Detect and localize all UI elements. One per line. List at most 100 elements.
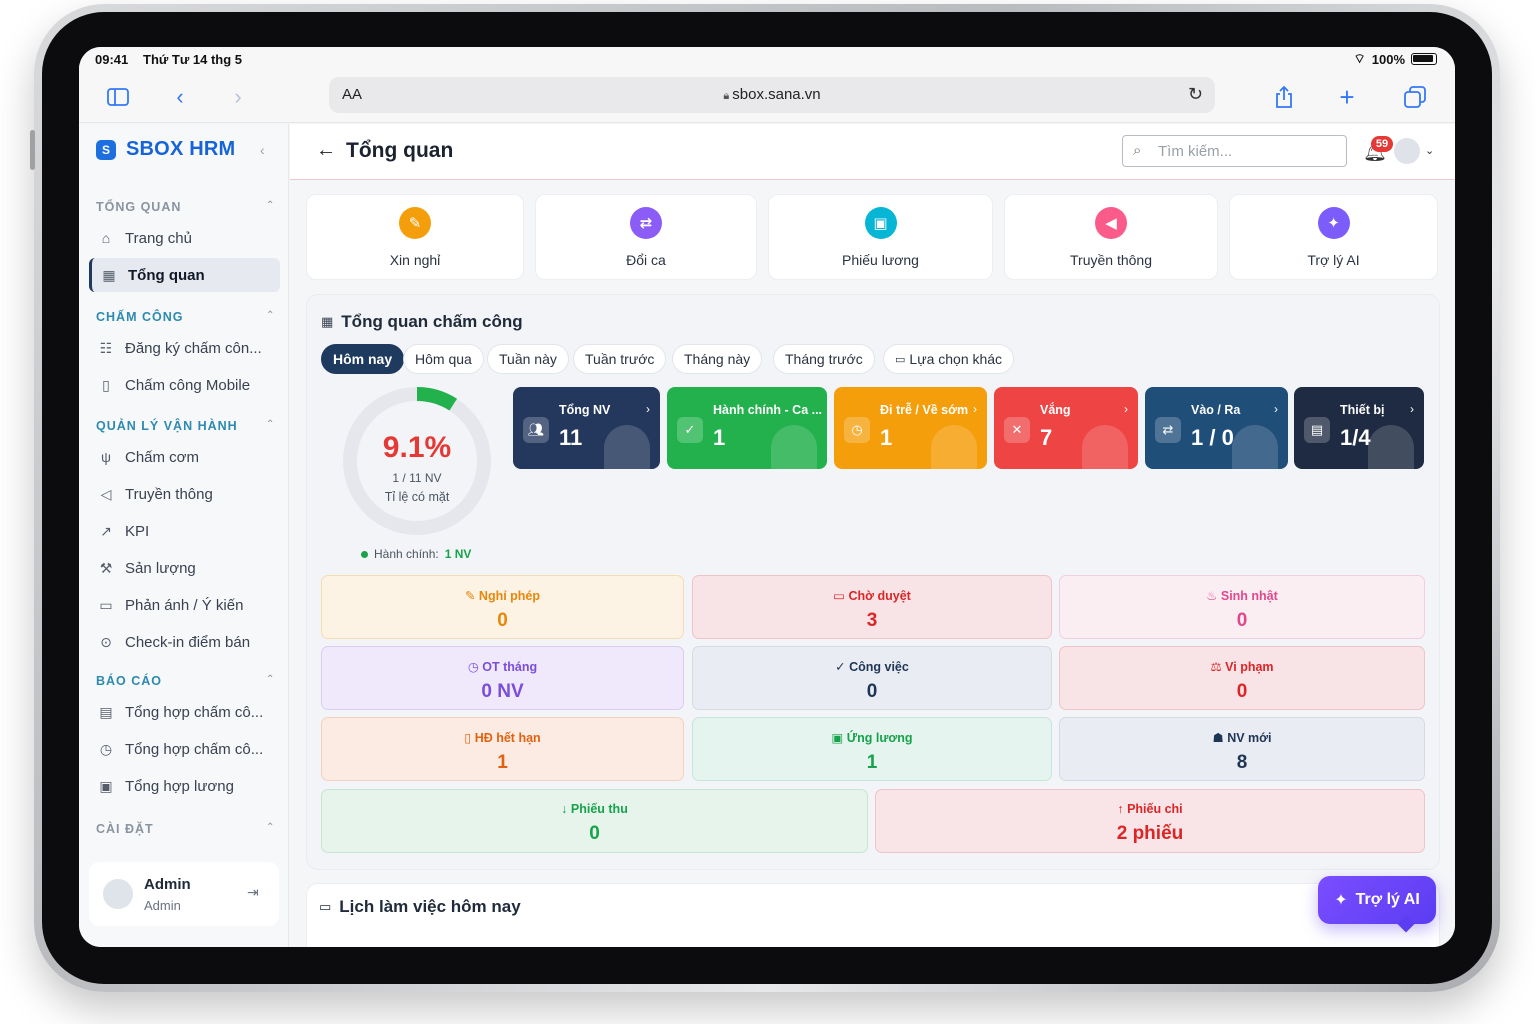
- new-tab-icon[interactable]: +: [1339, 81, 1355, 112]
- sidebar-item-tong-quan[interactable]: ▦ Tổng quan: [89, 258, 280, 292]
- stat-vang[interactable]: ✕ Vắng 7 ›: [994, 387, 1138, 469]
- chevron-up-icon: ⌃: [266, 822, 276, 833]
- tile-vi-pham[interactable]: ⚖ Vi phạm 0: [1059, 646, 1425, 710]
- stat-vao-ra[interactable]: ⇄ Vào / Ra 1 / 0 ›: [1145, 387, 1288, 469]
- sidebar-item-tong-hop-cham-cong-1[interactable]: ▤ Tổng hợp chấm cô...: [89, 695, 280, 729]
- swap-icon: ⇄: [630, 207, 662, 239]
- tile-nv-moi[interactable]: ☗ NV mới 8: [1059, 717, 1425, 781]
- forward-nav-icon[interactable]: ›: [234, 84, 242, 109]
- chevron-up-icon: ⌃: [266, 419, 276, 430]
- tile-label-text: Vi phạm: [1225, 660, 1274, 674]
- chevron-down-icon[interactable]: ⌄: [1425, 145, 1435, 157]
- section-cham-cong[interactable]: CHẤM CÔNG ⌃: [96, 310, 274, 324]
- url-value: sbox.sana.vn: [732, 86, 821, 103]
- attendance-title: ▦ Tổng quan chấm công: [321, 312, 523, 332]
- reload-icon[interactable]: ↻: [1187, 84, 1203, 104]
- tile-phieu-thu[interactable]: ↓ Phiếu thu 0: [321, 789, 868, 853]
- back-nav-icon[interactable]: ‹: [176, 84, 184, 109]
- section-bao-cao[interactable]: BÁO CÁO ⌃: [96, 674, 274, 688]
- tile-cong-viec[interactable]: ✓ Công việc 0: [692, 646, 1052, 710]
- arrow-up-icon: ↑: [1117, 802, 1128, 816]
- sidebar-item-tong-hop-cham-cong-2[interactable]: ◷ Tổng hợp chấm cô...: [89, 732, 280, 766]
- stat-di-tre[interactable]: ◷ Đi trễ / Về sớm 1 ›: [834, 387, 987, 469]
- tile-label: ▣ Ứng lương: [831, 730, 912, 745]
- tile-cho-duyet[interactable]: ▭ Chờ duyệt 3: [692, 575, 1052, 639]
- sidebar-item-san-luong[interactable]: ⚒ Sản lượng: [89, 551, 280, 585]
- sidebar-item-phan-anh[interactable]: ▭ Phản ánh / Ý kiến: [89, 588, 280, 622]
- logout-icon[interactable]: ⇥: [247, 884, 259, 900]
- filter-lua-chon-khac[interactable]: ▭ Lựa chọn khác: [883, 344, 1015, 374]
- tile-label-text: OT tháng: [482, 660, 538, 674]
- chevron-up-icon: ⌃: [266, 674, 276, 685]
- decor-shape: [1232, 425, 1278, 469]
- schedule-panel: ▭ Lịch làm việc hôm nay: [306, 883, 1440, 947]
- user-avatar[interactable]: [1394, 138, 1420, 164]
- share-icon[interactable]: [1271, 84, 1297, 110]
- quick-action-phieu-luong[interactable]: ▣ Phiếu lương: [768, 194, 993, 280]
- check-circle-icon: ✓: [835, 660, 850, 674]
- brand-logo[interactable]: S SBOX HRM: [96, 138, 235, 161]
- sidebar-item-kpi[interactable]: ↗ KPI: [89, 514, 280, 548]
- quick-action-doi-ca[interactable]: ⇄ Đổi ca: [535, 194, 757, 280]
- stat-hanh-chinh[interactable]: ✓ Hành chính - Ca ... 1: [667, 387, 827, 469]
- status-bar: 09:41 Thứ Tư 14 thg 5 ⌔ 100%: [79, 47, 1455, 73]
- tile-hd-het-han[interactable]: ▯ HĐ hết hạn 1: [321, 717, 684, 781]
- tile-label-text: NV mới: [1227, 731, 1272, 745]
- sidebar-item-cham-cong-mobile[interactable]: ▯ Chấm công Mobile: [89, 368, 280, 402]
- sidebar-collapse-icon[interactable]: ‹: [260, 142, 265, 158]
- reader-aa-button[interactable]: AA: [342, 86, 363, 103]
- sidebar-item-label: KPI: [125, 522, 150, 540]
- filter-hom-nay[interactable]: Hôm nay: [321, 344, 405, 374]
- stat-tong-nv[interactable]: 👥︎ Tổng NV 11 ›: [513, 387, 660, 469]
- tile-phieu-chi[interactable]: ↑ Phiếu chi 2 phiếu: [875, 789, 1425, 853]
- address-bar[interactable]: AA 🔒︎ sbox.sana.vn ↻: [329, 77, 1215, 113]
- filter-tuan-nay[interactable]: Tuần này: [487, 344, 569, 374]
- sidebar-item-cham-com[interactable]: ψ Chấm cơm: [89, 440, 280, 474]
- sidebar-item-dang-ky-cham-cong[interactable]: ☷ Đăng ký chấm côn...: [89, 331, 280, 365]
- section-label: CÀI ĐẶT: [96, 822, 154, 836]
- sidebar-item-tong-hop-luong[interactable]: ▣ Tổng hợp lương: [89, 769, 280, 803]
- stat-thiet-bi[interactable]: ▤ Thiết bị 1/4 ›: [1294, 387, 1424, 469]
- megaphone-icon: ◁: [100, 485, 112, 502]
- tile-ung-luong[interactable]: ▣ Ứng lương 1: [692, 717, 1052, 781]
- sidebar-toggle-icon[interactable]: [105, 84, 131, 110]
- tile-label-text: Ứng lương: [846, 731, 913, 745]
- calendar-grid-icon: ▦: [321, 314, 334, 329]
- sidebar-item-trang-chu[interactable]: ⌂ Trang chủ: [89, 221, 280, 255]
- tile-sinh-nhat[interactable]: ♨ Sinh nhật 0: [1059, 575, 1425, 639]
- attendance-rate-donut: [343, 387, 491, 535]
- main-content: ← Tổng quan ⌕ Tìm kiếm... 🔔︎ 59 ⌄ ✎ Xin …: [290, 124, 1455, 947]
- tile-ot-thang[interactable]: ◷ OT tháng 0 NV: [321, 646, 684, 710]
- tile-label-text: HĐ hết hạn: [474, 731, 541, 745]
- section-quan-ly-van-hanh[interactable]: QUẢN LÝ VẬN HÀNH ⌃: [96, 419, 274, 433]
- quick-action-label: Trợ lý AI: [1307, 252, 1360, 268]
- rate-label: Tỉ lệ có mặt: [384, 490, 450, 504]
- sidebar-item-truyen-thong[interactable]: ◁ Truyền thông: [89, 477, 280, 511]
- sidebar-item-check-in[interactable]: ⊙ Check-in điểm bán: [89, 625, 280, 659]
- chevron-up-icon: ⌃: [266, 200, 276, 211]
- stat-label: Thiết bị: [1340, 403, 1385, 417]
- tabs-icon[interactable]: [1402, 84, 1428, 110]
- ai-assistant-button[interactable]: ✦ Trợ lý AI: [1318, 876, 1436, 924]
- filter-hom-qua[interactable]: Hôm qua: [403, 344, 484, 374]
- quick-action-tro-ly-ai[interactable]: ✦ Trợ lý AI: [1229, 194, 1438, 280]
- attendance-title-text: Tổng quan chấm công: [341, 312, 523, 331]
- stat-label: Đi trễ / Về sớm: [880, 403, 969, 417]
- sidebar: S SBOX HRM ‹ TỔNG QUAN ⌃ ⌂ Trang chủ ▦ Tổng…: [79, 124, 289, 947]
- back-arrow-icon[interactable]: ←: [316, 139, 336, 161]
- filter-thang-truoc[interactable]: Tháng trước: [773, 344, 875, 374]
- section-tong-quan[interactable]: TỔNG QUAN ⌃: [96, 200, 274, 214]
- sidebar-item-label: Tổng quan: [128, 266, 205, 284]
- quick-action-truyen-thong[interactable]: ◀ Truyền thông: [1004, 194, 1218, 280]
- tile-nghi-phep[interactable]: ✎ Nghỉ phép 0: [321, 575, 684, 639]
- section-cai-dat[interactable]: CÀI ĐẶT ⌃: [96, 822, 274, 836]
- search-input[interactable]: ⌕ Tìm kiếm...: [1122, 135, 1347, 167]
- chevron-right-icon: ›: [1274, 402, 1278, 416]
- filter-tuan-truoc[interactable]: Tuần trước: [573, 344, 667, 374]
- sidebar-item-label: Tổng hợp chấm cô...: [125, 740, 264, 758]
- user-card[interactable]: Admin Admin ⇥: [89, 862, 279, 926]
- sidebar-item-label: Phản ánh / Ý kiến: [125, 596, 244, 614]
- quick-action-label: Phiếu lương: [842, 252, 919, 268]
- quick-action-xin-nghi[interactable]: ✎ Xin nghỉ: [306, 194, 524, 280]
- filter-thang-nay[interactable]: Tháng này: [672, 344, 763, 374]
